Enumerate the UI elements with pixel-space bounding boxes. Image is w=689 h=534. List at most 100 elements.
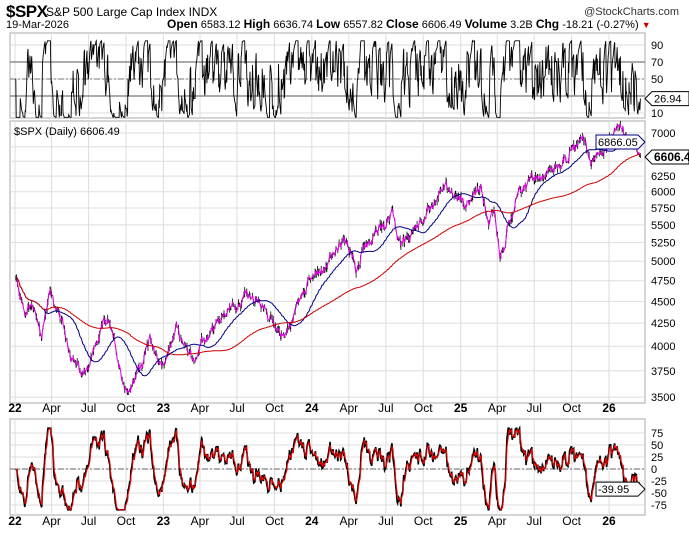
price-tick-label: 6000 (651, 187, 675, 199)
x-tick-label: Apr (42, 514, 61, 528)
price-legend: $SPX (Daily) 6606.49 (14, 126, 120, 138)
volume-label: Volume (464, 17, 508, 31)
ma-long-line (15, 153, 641, 356)
ma-short-line (15, 135, 641, 377)
x-tick-label: 23 (157, 401, 171, 415)
bottom-tick-label: -25 (651, 476, 667, 488)
close-label: Close (386, 17, 419, 31)
high-label: High (243, 17, 271, 31)
price-tick-label: 5000 (651, 256, 675, 268)
x-tick-label: Apr (488, 401, 507, 415)
price-tick-label: 3500 (651, 392, 675, 404)
x-tick-label: 22 (8, 401, 22, 415)
panel-frame (9, 32, 646, 119)
gridlines (9, 32, 646, 516)
ma-short-tag: 6866.05 (595, 134, 646, 150)
close-line (15, 123, 641, 395)
close-tag: 6606.49 (644, 149, 689, 165)
x-tick-label: Oct (562, 514, 581, 528)
volume-value: 3.2B (510, 19, 533, 31)
price-tick-label: 6250 (651, 171, 675, 183)
x-tick-label: Apr (191, 514, 210, 528)
close-tag-text: 6606.49 (654, 150, 689, 164)
x-tick-label: 22 (8, 514, 22, 528)
bottom-tick-label: 50 (651, 440, 663, 452)
bottom-value-tag: -39.95 (595, 481, 646, 497)
top-value-tag-box (644, 91, 689, 107)
x-tick-label: Jul (81, 514, 96, 528)
price-tick-label: 4000 (651, 341, 675, 353)
down-arrow-icon: ▼ (641, 20, 651, 30)
price-tick-label: 7000 (651, 128, 675, 140)
x-tick-label: Oct (265, 514, 284, 528)
copyright: @StockCharts.com (584, 6, 679, 18)
bottom-tick-label: -75 (651, 500, 667, 512)
top-tick-label: 10 (651, 108, 663, 120)
x-tick-label: Oct (265, 401, 284, 415)
price-panel: $SPX (Daily) 6606.49 (14, 120, 641, 396)
bottom-tick-label: 75 (651, 428, 663, 440)
x-tick-label: Apr (339, 401, 358, 415)
low-label: Low (316, 17, 341, 31)
x-tick-label: Apr (488, 514, 507, 528)
top-oscillator-line (15, 39, 641, 119)
x-tick-label: 25 (454, 401, 468, 415)
x-tick-label: Jul (378, 401, 393, 415)
x-tick-label: Apr (339, 514, 358, 528)
price-tick-label: 4500 (651, 296, 675, 308)
x-tick-label: Apr (191, 401, 210, 415)
top-value-tag: 26.94 (644, 91, 689, 107)
chg-value: -18.21 (-0.27%) (562, 19, 639, 31)
x-tick-label: 25 (454, 514, 468, 528)
x-tick-label: Jul (81, 401, 96, 415)
x-tick-label: Jul (527, 401, 542, 415)
price-tick-label: 4250 (651, 318, 675, 330)
price-tick-label: 5750 (651, 203, 675, 215)
index-fullname: S&P 500 Large Cap Index (46, 5, 186, 19)
top-tick-label: 90 (651, 40, 663, 52)
top-tick-label: 50 (651, 74, 663, 86)
axes: 22 22 Apr Apr Jul Jul Oct Oct 23 23 Apr Apr Jul Jul Oc… (8, 40, 689, 528)
price-tick-label: 5500 (651, 220, 675, 232)
ohlc-summary: Open 6583.12 High 6636.74 Low 6557.82 Cl… (167, 17, 651, 31)
open-label: Open (167, 17, 198, 31)
x-tick-label: 24 (305, 514, 319, 528)
high-value: 6636.74 (273, 19, 314, 31)
quote-date: 19-Mar-2026 (6, 19, 69, 31)
open-value: 6583.12 (200, 19, 241, 31)
x-tick-label: 26 (602, 514, 616, 528)
x-tick-label: Jul (229, 514, 244, 528)
x-tick-label: Oct (117, 401, 136, 415)
chg-label: Chg (535, 17, 560, 31)
x-tick-label: Oct (117, 514, 136, 528)
price-tick-label: 3750 (651, 366, 675, 378)
close-value: 6606.49 (421, 19, 462, 31)
x-tick-label: 24 (305, 401, 319, 415)
bottom-tick-label: 0 (651, 464, 657, 476)
exchange: INDX (188, 5, 218, 19)
symbol: $SPX (6, 2, 48, 21)
close-tag-box (644, 149, 689, 165)
x-tick-label: Oct (562, 401, 581, 415)
bottom-tick-label: -50 (651, 488, 667, 500)
bottom-signal-line (15, 427, 641, 511)
ma-short-tag-text: 6866.05 (598, 137, 638, 149)
x-tick-label: Jul (527, 514, 542, 528)
price-tick-label: 5250 (651, 238, 675, 250)
top-value-tag-text: 26.94 (654, 94, 682, 106)
panel-frame (9, 120, 646, 404)
bottom-value-tag-text: -39.95 (598, 484, 629, 496)
bottom-oscillator-panel (10, 425, 645, 511)
x-tick-label: 23 (157, 514, 171, 528)
x-tick-label: Oct (414, 514, 433, 528)
x-tick-label: Oct (414, 401, 433, 415)
bottom-value-tag-box (595, 481, 646, 497)
x-tick-label: Jul (378, 514, 393, 528)
price-tick-label: 4750 (651, 276, 675, 288)
top-tick-label: 70 (651, 57, 663, 69)
bottom-tick-label: 25 (651, 452, 663, 464)
x-tick-label: Jul (229, 401, 244, 415)
low-value: 6557.82 (343, 19, 383, 31)
